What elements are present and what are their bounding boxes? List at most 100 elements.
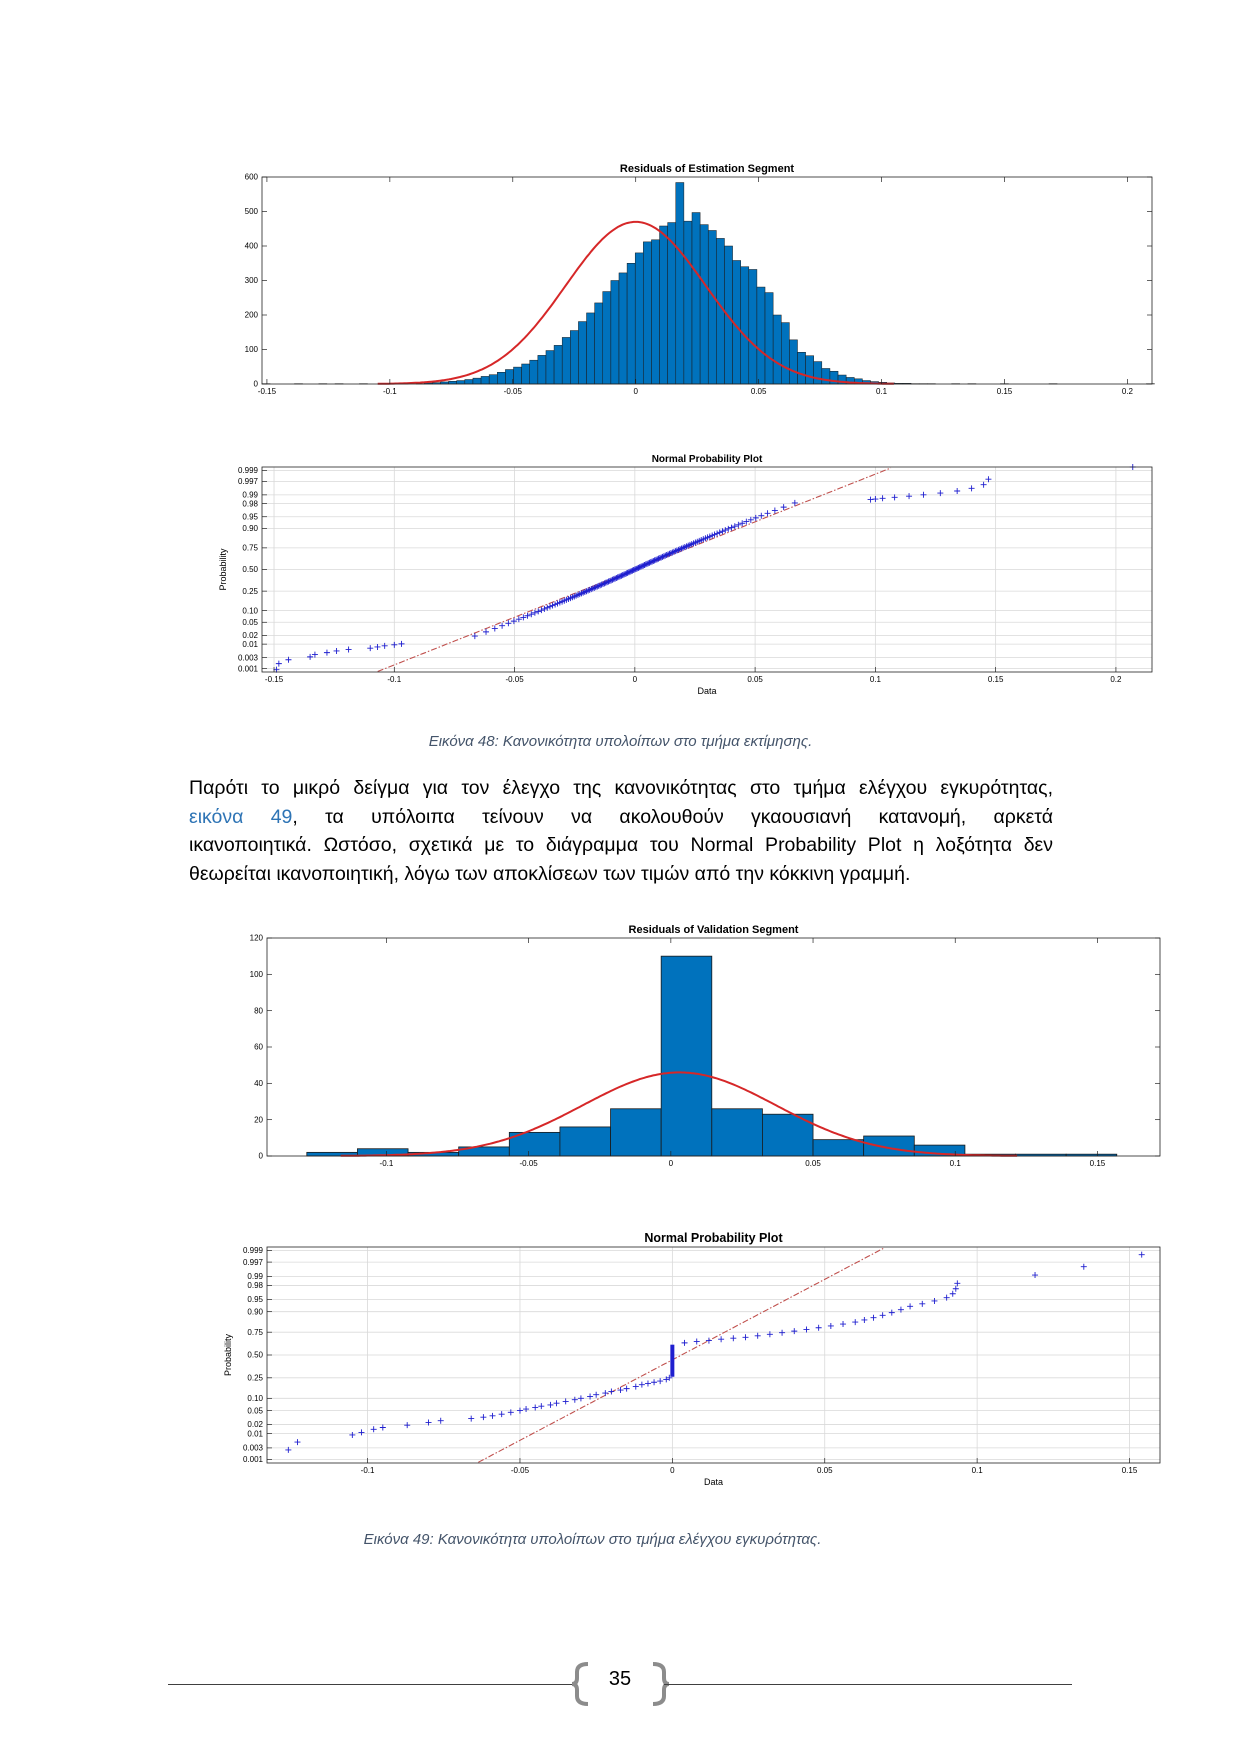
data-marker <box>867 496 874 503</box>
figure-49-histogram: Residuals of Validation Segment -0.1 -0.05… <box>205 918 1165 1180</box>
data-marker <box>656 555 663 562</box>
x-axis-label: Data <box>704 1477 723 1487</box>
x-tick-label: 0.15 <box>1090 1159 1106 1168</box>
data-marker <box>943 1294 950 1301</box>
y-tick-label: 0.75 <box>247 1328 263 1337</box>
y-tick-label: 0.25 <box>247 1373 263 1382</box>
histogram-bar <box>711 1108 763 1157</box>
y-tick-label: 0.95 <box>242 512 258 521</box>
data-marker <box>673 547 680 554</box>
caption-figure-48: Εικόνα 48: Κανονικότητα υπολοίπων στο τμ… <box>428 733 813 750</box>
data-marker <box>608 1388 615 1395</box>
data-marker <box>613 575 620 582</box>
paragraph-line-3: ικανοποιητικά. Ωστόσο, σχετικά με το διά… <box>189 834 1053 856</box>
figure-48-npp: Normal Probability Plot -0.15 -0.1 -0.05 0 0.… <box>205 447 1155 709</box>
data-marker <box>666 1374 673 1381</box>
paragraph-line-4: θεωρείται ικανοποιητική, λόγω των αποκλί… <box>189 862 911 885</box>
histogram-bar <box>764 292 774 385</box>
paragraph-line-2-rest: , τα υπόλοιπα τείνουν να ακολουθούν γκαο… <box>292 805 1053 828</box>
x-tick-label: 0 <box>633 387 638 396</box>
x-tick-label: 0.05 <box>747 675 763 684</box>
chart-title: Residuals of Validation Segment <box>629 924 799 936</box>
data-marker <box>766 1331 773 1338</box>
histogram-bar <box>513 366 522 385</box>
histogram-bar <box>521 363 530 385</box>
data-marker <box>349 1431 356 1438</box>
data-marker <box>665 551 672 558</box>
data-marker <box>523 1406 530 1413</box>
y-tick-label: 0.999 <box>243 1246 264 1255</box>
data-marker <box>600 580 607 587</box>
histogram-bar <box>813 361 823 385</box>
data-marker <box>815 1324 822 1331</box>
data-marker <box>597 582 604 589</box>
y-tick-label: 0.997 <box>243 1258 264 1267</box>
data-marker <box>655 555 662 562</box>
npp-validation-chart: Normal Probability Plot -0.1 -0.05 0 0.05 0.1… <box>223 1231 1161 1487</box>
data-marker <box>595 582 602 589</box>
data-marker <box>716 529 723 536</box>
data-marker <box>681 1339 688 1346</box>
figure-49-link[interactable]: εικόνα 49 <box>189 805 293 828</box>
data-marker <box>705 1337 712 1344</box>
data-marker <box>711 531 718 538</box>
y-tick-label: 0.10 <box>242 606 258 615</box>
data-marker <box>601 580 608 587</box>
data-marker <box>861 1316 868 1323</box>
data-marker <box>379 1424 386 1431</box>
histogram-bar <box>643 241 652 385</box>
data-marker <box>650 557 657 564</box>
x-tick-label: 0.05 <box>817 1466 833 1475</box>
y-tick-label: 60 <box>254 1043 263 1052</box>
histogram-bar <box>797 352 806 385</box>
histogram-bar <box>456 380 466 385</box>
data-marker <box>538 607 545 614</box>
histogram-bar <box>699 224 709 385</box>
histogram-bar <box>805 355 814 385</box>
data-marker <box>879 1312 886 1319</box>
data-marker <box>888 1309 895 1316</box>
data-marker <box>609 576 616 583</box>
y-tick-label: 200 <box>245 311 259 320</box>
data-marker <box>640 562 647 569</box>
histogram-bar <box>626 263 636 385</box>
y-tick-label: 0.10 <box>247 1394 263 1403</box>
histogram-bar <box>561 337 571 385</box>
histogram-bar <box>505 369 514 385</box>
x-tick-label: 0 <box>669 1159 674 1168</box>
data-marker <box>840 1321 847 1328</box>
histogram-bar <box>812 1139 865 1157</box>
histogram-bar <box>610 280 620 385</box>
histogram-bar <box>497 372 506 385</box>
x-tick-label: -0.05 <box>505 675 524 684</box>
hist-estimation-chart: Residuals of Estimation Segment -0.15 -0.1… <box>245 163 1155 396</box>
y-tick-label: 100 <box>250 970 264 979</box>
data-marker <box>872 496 879 503</box>
x-tick-label: 0.15 <box>988 675 1004 684</box>
histogram-bar <box>570 330 579 385</box>
y-tick-label: 0.99 <box>242 491 258 500</box>
x-axis-label: Data <box>697 686 716 696</box>
data-marker <box>604 579 611 586</box>
data-marker <box>764 510 771 517</box>
histogram-bar <box>691 212 701 385</box>
data-marker <box>549 602 556 609</box>
histogram-bar <box>683 220 693 385</box>
histogram-bar <box>772 314 782 385</box>
data-marker <box>931 1297 938 1304</box>
footer-rule-right <box>664 1684 1072 1685</box>
data-marker <box>754 1332 761 1339</box>
data-marker <box>852 1319 859 1326</box>
data-marker <box>791 1328 798 1335</box>
data-marker <box>722 527 729 534</box>
paragraph-line-2: εικόνα 49, τα υπόλοιπα τείνουν να ακολου… <box>189 803 1053 832</box>
data-marker <box>654 556 661 563</box>
histogram-bar <box>780 322 790 385</box>
data-marker <box>644 560 651 567</box>
data-marker <box>779 1329 786 1336</box>
histogram-bar <box>634 252 644 385</box>
data-marker <box>498 1411 505 1418</box>
data-marker <box>593 1391 600 1398</box>
y-tick-label: 100 <box>245 345 259 354</box>
y-tick-label: 0.95 <box>247 1295 263 1304</box>
